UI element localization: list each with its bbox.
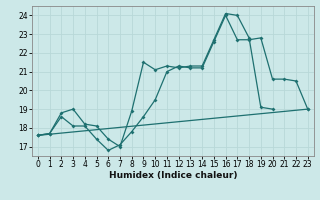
X-axis label: Humidex (Indice chaleur): Humidex (Indice chaleur) xyxy=(108,171,237,180)
